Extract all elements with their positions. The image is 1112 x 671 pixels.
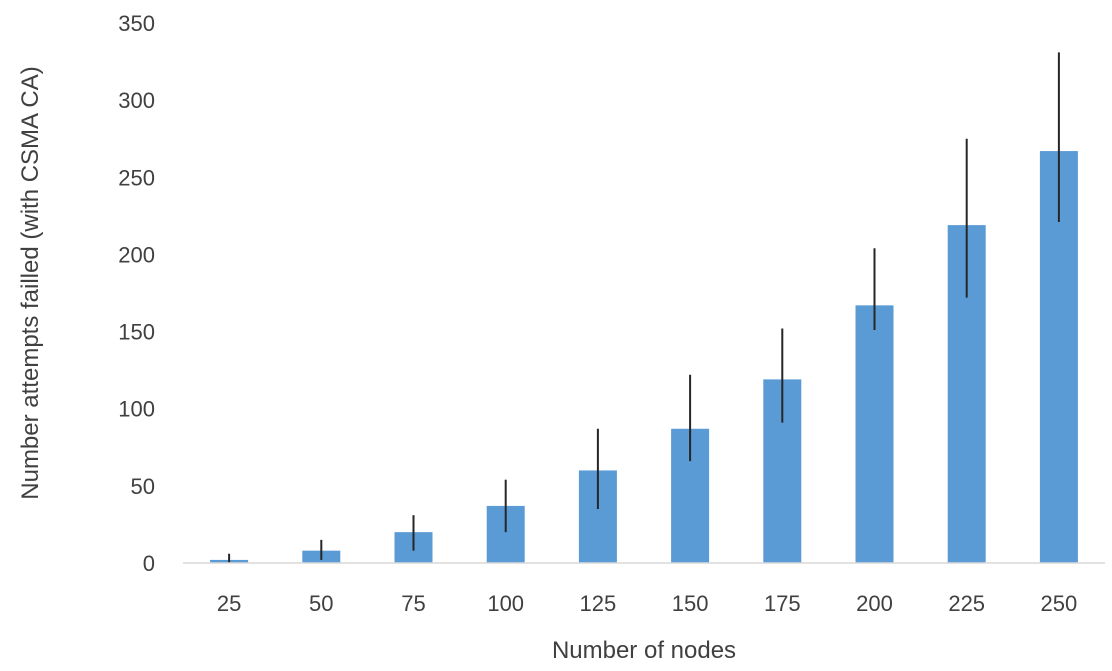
y-axis-title: Number attempts failled (with CSMA CA) bbox=[17, 66, 44, 499]
y-tick-label: 150 bbox=[118, 320, 155, 345]
x-tick-label: 225 bbox=[948, 591, 985, 616]
x-tick-label: 200 bbox=[856, 591, 893, 616]
y-tick-label: 250 bbox=[118, 165, 155, 190]
y-tick-label: 50 bbox=[131, 474, 155, 499]
x-tick-label: 50 bbox=[309, 591, 333, 616]
x-axis-ticks: 25 50 75 100 125 150 175 200 225 250 bbox=[217, 591, 1077, 616]
y-tick-label: 0 bbox=[143, 551, 155, 576]
x-tick-label: 125 bbox=[580, 591, 617, 616]
x-axis-title: Number of nodes bbox=[552, 637, 736, 664]
y-tick-label: 100 bbox=[118, 397, 155, 422]
bars-group bbox=[210, 151, 1078, 564]
x-tick-label: 150 bbox=[672, 591, 709, 616]
error-bars-group bbox=[228, 52, 1060, 563]
x-tick-label: 175 bbox=[764, 591, 801, 616]
y-tick-label: 350 bbox=[118, 11, 155, 36]
bar bbox=[855, 305, 894, 563]
y-tick-label: 200 bbox=[118, 242, 155, 267]
x-tick-label: 25 bbox=[217, 591, 241, 616]
x-tick-label: 250 bbox=[1041, 591, 1078, 616]
y-axis-ticks: 0 50 100 150 200 250 300 350 bbox=[118, 11, 155, 576]
x-tick-label: 75 bbox=[401, 591, 425, 616]
x-tick-label: 100 bbox=[487, 591, 524, 616]
y-tick-label: 300 bbox=[118, 88, 155, 113]
